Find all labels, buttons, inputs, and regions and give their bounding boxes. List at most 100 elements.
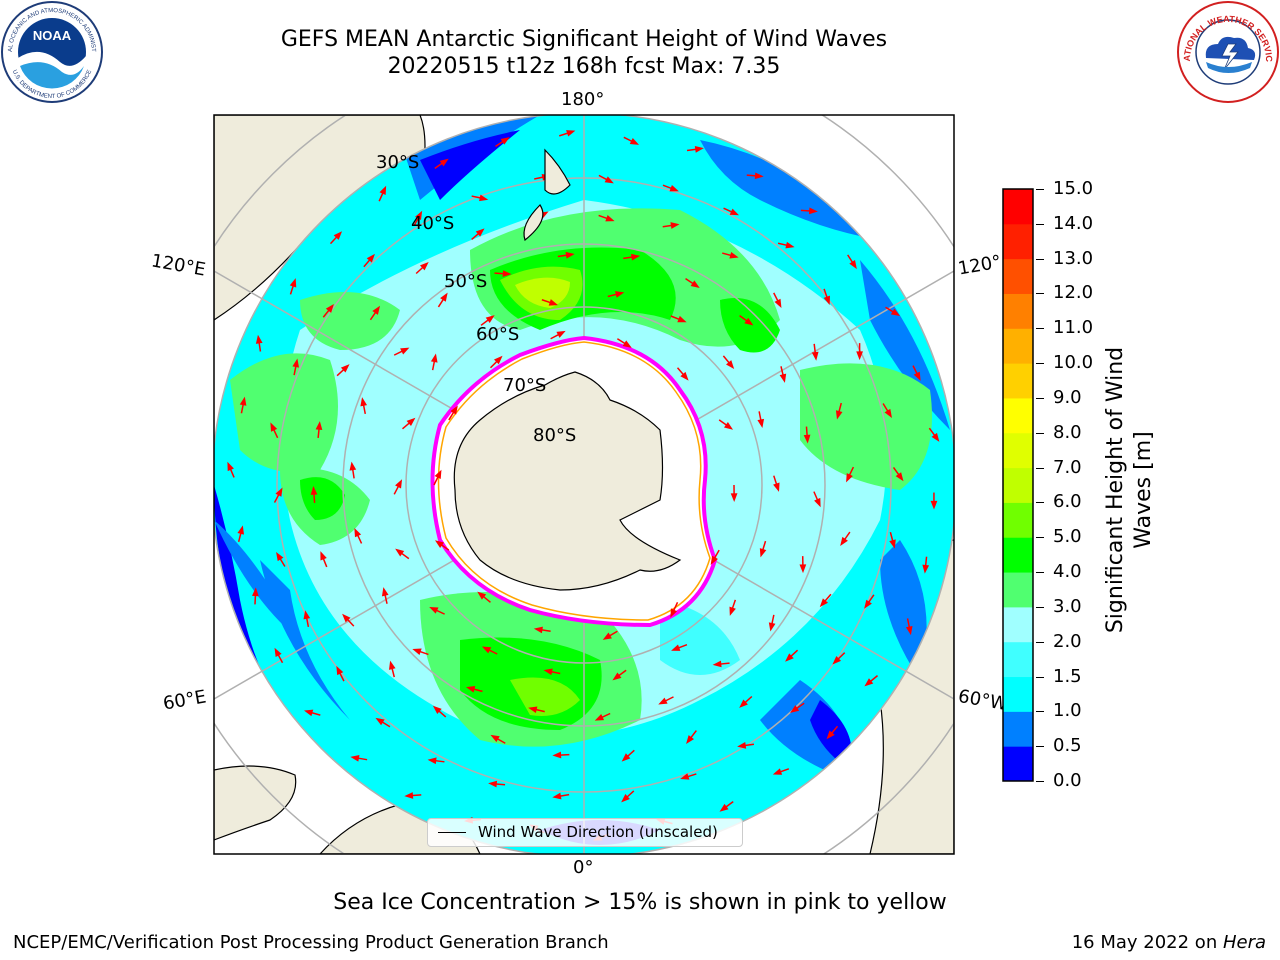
- wave-direction-arrowhead: [814, 497, 821, 508]
- wave-direction-arrowhead: [605, 215, 615, 222]
- wave-direction-arrowhead: [310, 486, 318, 495]
- wave-direction-arrowhead: [325, 303, 334, 313]
- wave-direction-arrowhead: [602, 632, 612, 640]
- colorbar-tick-label: 7.0: [1053, 456, 1082, 478]
- wave-direction-arrowhead: [543, 668, 553, 676]
- colorbar-tick-label: 9.0: [1053, 386, 1082, 408]
- wave-direction-arrowhead: [772, 768, 783, 775]
- wave-direction-arrowhead: [528, 706, 538, 714]
- wave-direction-arrowhead: [729, 208, 740, 216]
- wave-direction-arrowhead: [255, 334, 263, 344]
- wave-direction-arrowhead: [466, 686, 476, 693]
- wave-direction-arrowhead: [785, 241, 795, 249]
- colorbar-segment: [1003, 711, 1033, 747]
- wave-direction-arrowhead: [612, 672, 622, 681]
- wave-direction-arrowhead: [552, 751, 562, 759]
- wave-direction-arrowhead: [434, 540, 445, 549]
- colorbar-segment: [1003, 189, 1033, 225]
- colorbar-tick-label: 11.0: [1053, 317, 1094, 339]
- wave-direction-arrowhead: [779, 373, 787, 383]
- wave-direction-arrowhead: [395, 548, 405, 557]
- wave-direction-arrowhead: [803, 434, 811, 444]
- new-zealand-landmass: [523, 148, 571, 242]
- colorbar-tick-mark: [1036, 502, 1044, 504]
- wave-direction-arrowhead: [479, 194, 489, 202]
- wave-direction-arrowhead: [729, 251, 739, 259]
- wave-direction-arrowhead: [631, 253, 641, 261]
- wave-direction-arrowhead: [864, 599, 872, 609]
- colorbar-tick-mark: [1036, 641, 1044, 643]
- colorbar-tick-mark: [1036, 676, 1044, 678]
- wave-direction-arrowhead: [303, 610, 311, 620]
- wave-direction-arrowhead: [670, 608, 678, 618]
- wave-direction-arrowhead: [832, 656, 842, 665]
- colorbar-tick-mark: [1036, 537, 1044, 539]
- wave-direction-arrowhead: [500, 137, 510, 145]
- wave-direction-arrowhead: [754, 172, 764, 180]
- wave-direction-arrowhead: [333, 231, 343, 240]
- wave-direction-arrowhead: [379, 185, 387, 196]
- wave-direction-arrowhead: [275, 487, 283, 497]
- wave-direction-arrowhead: [856, 351, 863, 361]
- wave-direction-arrowhead: [774, 298, 782, 309]
- wave-direction-arrowhead: [400, 347, 410, 355]
- colorbar-segment: [1003, 467, 1033, 503]
- wave-direction-arrowhead: [621, 794, 630, 803]
- footer-date: 16 May 2022 on Hera: [1071, 932, 1266, 953]
- wave-direction-arrowhead: [350, 754, 360, 762]
- chart-subtitle: 20220515 t12z 168h fcst Max: 7.35: [387, 54, 781, 79]
- colorbar-tick-label: 12.0: [1053, 282, 1094, 304]
- colorbar-label: Significant Height of Wind Waves [m]: [1103, 347, 1156, 633]
- colorbar-tick-label: 5.0: [1053, 526, 1082, 548]
- wave-direction-arrowhead: [548, 299, 558, 306]
- wave-direction-arrowhead: [475, 228, 485, 237]
- colorbar-segment: [1003, 363, 1033, 399]
- wave-direction-arrowhead: [340, 364, 350, 373]
- colorbar-segment: [1003, 258, 1033, 294]
- wave-direction-arrowhead: [808, 207, 818, 215]
- wave-direction-arrowhead: [819, 598, 829, 608]
- wave-direction-arrowhead: [349, 461, 357, 471]
- wind-wave-arrows: [227, 130, 940, 841]
- wave-direction-arrowhead: [440, 292, 448, 302]
- colorbar-tick-mark: [1036, 606, 1044, 608]
- colorbar-tick-label: 2.0: [1053, 630, 1082, 652]
- wave-direction-arrowhead: [729, 606, 736, 616]
- wave-direction-arrowhead: [905, 625, 913, 636]
- wave-direction-arrowhead: [292, 358, 300, 368]
- wave-direction-arrowhead: [889, 539, 896, 549]
- wave-direction-arrowhead: [395, 479, 403, 489]
- colorbar-tick-mark: [1036, 746, 1044, 748]
- sea-ice-caption: Sea Ice Concentration > 15% is shown in …: [333, 890, 947, 915]
- lon-label-0: 0°: [573, 857, 594, 878]
- lon-label-180: 180°: [561, 89, 605, 110]
- wave-direction-arrowhead: [759, 548, 767, 558]
- colorbar-tick-label: 13.0: [1053, 247, 1094, 269]
- wave-direction-arrowhead: [274, 647, 282, 658]
- colorbar-tick-mark: [1036, 258, 1044, 260]
- wave-direction-arrowhead: [680, 371, 689, 381]
- colorbar-segment: [1003, 606, 1033, 643]
- wave-direction-arrowhead: [790, 705, 800, 713]
- colorbar-tick-label: 1.5: [1053, 665, 1082, 687]
- wave-direction-arrowhead: [811, 351, 819, 361]
- wave-direction-arrowhead: [671, 644, 681, 651]
- footer-org: NCEP/EMC/Verification Post Processing Pr…: [13, 932, 609, 953]
- nws-logo: NATIONAL WEATHER SERVICE: [1176, 0, 1279, 103]
- wave-direction-arrowhead: [680, 773, 690, 780]
- wave-direction-arrowhead: [366, 253, 375, 263]
- wave-direction-arrowhead: [415, 210, 423, 221]
- colorbar-tick-mark: [1036, 397, 1044, 399]
- wave-direction-arrowhead: [913, 371, 921, 381]
- lat-label-30s: 30°S: [376, 152, 419, 173]
- wave-direction-arrowhead: [658, 697, 668, 705]
- wave-direction-arrowhead: [737, 742, 747, 749]
- wave-direction-arrowhead: [336, 665, 344, 676]
- chart-title: GEFS MEAN Antarctic Significant Height o…: [280, 27, 888, 52]
- colorbar-tick-label: 0.5: [1053, 735, 1082, 757]
- wave-direction-arrowhead: [477, 591, 487, 600]
- wave-direction-arrowhead: [342, 613, 351, 623]
- wave-direction-arrowhead: [450, 405, 458, 415]
- wave-direction-arrowhead: [360, 397, 368, 407]
- colorbar-segment: [1003, 328, 1033, 364]
